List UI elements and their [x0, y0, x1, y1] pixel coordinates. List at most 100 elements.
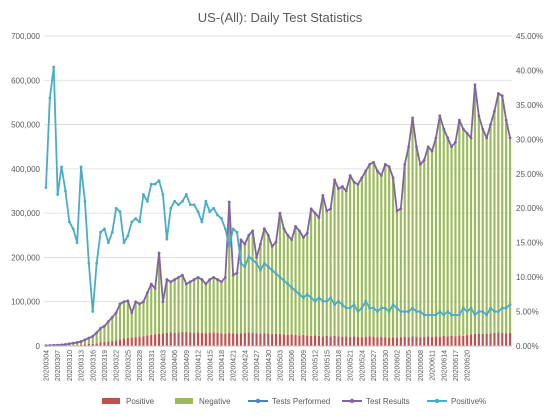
test-results-point: [446, 136, 450, 140]
positive-bar: [458, 335, 461, 346]
positive-bar: [290, 334, 293, 346]
positive-pct-point: [426, 313, 430, 317]
negative-bar: [423, 160, 426, 337]
negative-bar: [224, 277, 227, 334]
negative-bar: [150, 284, 153, 335]
test-results-point: [360, 176, 364, 180]
negative-bar: [388, 166, 391, 338]
negative-bar: [154, 288, 157, 335]
test-results-point: [450, 145, 453, 149]
x-tick-label: 20200602: [394, 350, 401, 381]
positive-bar: [138, 336, 141, 346]
positive-pct-point: [200, 220, 204, 224]
positive-pct-point: [438, 310, 442, 313]
negative-bar: [165, 279, 168, 333]
x-tick-label: 20200331: [149, 350, 156, 381]
positive-bar: [122, 338, 126, 346]
test-results-point: [434, 136, 438, 140]
positive-bar: [501, 332, 504, 346]
positive-bar: [91, 343, 94, 346]
negative-bar: [228, 202, 231, 333]
negative-bar: [294, 226, 297, 335]
positive-bar: [310, 335, 313, 346]
positive-bar: [208, 332, 211, 346]
positive-bar: [313, 335, 317, 346]
negative-bar: [126, 300, 129, 339]
positive-bar: [497, 332, 500, 346]
positive-pct-point: [165, 237, 169, 241]
test-results-point: [204, 282, 208, 286]
test-results-point: [208, 278, 212, 281]
test-results-point: [200, 278, 204, 281]
positive-pct-point: [208, 210, 212, 214]
positive-bar: [450, 335, 453, 346]
positive-pct-point: [473, 313, 477, 317]
y-right-tick-label: 20.00%: [516, 204, 543, 213]
positive-bar: [415, 336, 418, 346]
positive-bar: [337, 336, 340, 346]
test-results-point: [165, 278, 169, 281]
test-results-point: [274, 240, 278, 244]
negative-bar: [107, 321, 110, 342]
positive-pct-point: [364, 299, 368, 303]
test-results-point: [387, 165, 391, 169]
positive-pct-point: [430, 313, 434, 317]
test-results-point: [298, 229, 301, 233]
positive-bar: [317, 335, 321, 346]
test-results-point: [71, 341, 75, 345]
positive-pct-point: [110, 230, 114, 234]
x-tick-label: 20200515: [324, 350, 331, 381]
positive-pct-point: [212, 206, 216, 210]
positive-pct-point: [325, 299, 329, 303]
x-tick-label: 20200611: [430, 350, 437, 381]
y-right-tick-label: 30.00%: [516, 135, 543, 144]
test-results-point: [426, 145, 430, 149]
test-results-point: [184, 282, 188, 286]
positive-bar: [407, 337, 410, 346]
test-results-point: [465, 132, 469, 135]
positive-pct-point: [278, 275, 282, 279]
positive-pct-point: [348, 306, 352, 310]
y-right-tick-label: 35.00%: [516, 101, 543, 110]
positive-pct-point: [446, 310, 450, 313]
legend-swatch-marker: [255, 398, 261, 404]
negative-bar: [122, 301, 126, 339]
test-results-point: [130, 311, 134, 315]
test-results-point: [364, 169, 368, 173]
positive-bar: [434, 336, 438, 346]
positive-pct-point: [286, 282, 290, 286]
test-results-point: [321, 194, 325, 197]
positive-pct-point: [192, 203, 196, 207]
test-results-point: [395, 209, 399, 213]
positive-pct-point: [450, 313, 453, 317]
test-results-point: [325, 209, 329, 213]
positive-bar: [427, 336, 430, 346]
positive-pct-point: [114, 206, 118, 210]
test-results-point: [255, 256, 258, 259]
positive-bar: [232, 333, 235, 346]
positive-pct-point: [485, 313, 489, 317]
legend-swatch: [175, 398, 193, 404]
test-results-point: [337, 187, 340, 191]
test-results-point: [196, 275, 200, 279]
y-left-tick-label: 600,000: [11, 76, 40, 85]
test-results-point: [290, 238, 294, 242]
test-results-point: [67, 342, 71, 346]
positive-bar: [103, 342, 106, 346]
negative-bar: [263, 228, 266, 334]
negative-bar: [442, 129, 445, 336]
positive-pct-point: [418, 310, 422, 313]
positive-bar: [193, 332, 196, 346]
positive-pct-point: [181, 199, 184, 203]
x-tick-label: 20200527: [371, 350, 378, 381]
x-tick-label: 20200614: [441, 350, 448, 381]
positive-pct-point: [508, 303, 512, 307]
test-results-point: [469, 136, 473, 140]
test-results-point: [149, 282, 153, 286]
positive-pct-point: [274, 272, 278, 276]
positive-pct-point: [64, 189, 67, 193]
negative-bar: [438, 115, 441, 337]
negative-bar: [341, 186, 344, 337]
